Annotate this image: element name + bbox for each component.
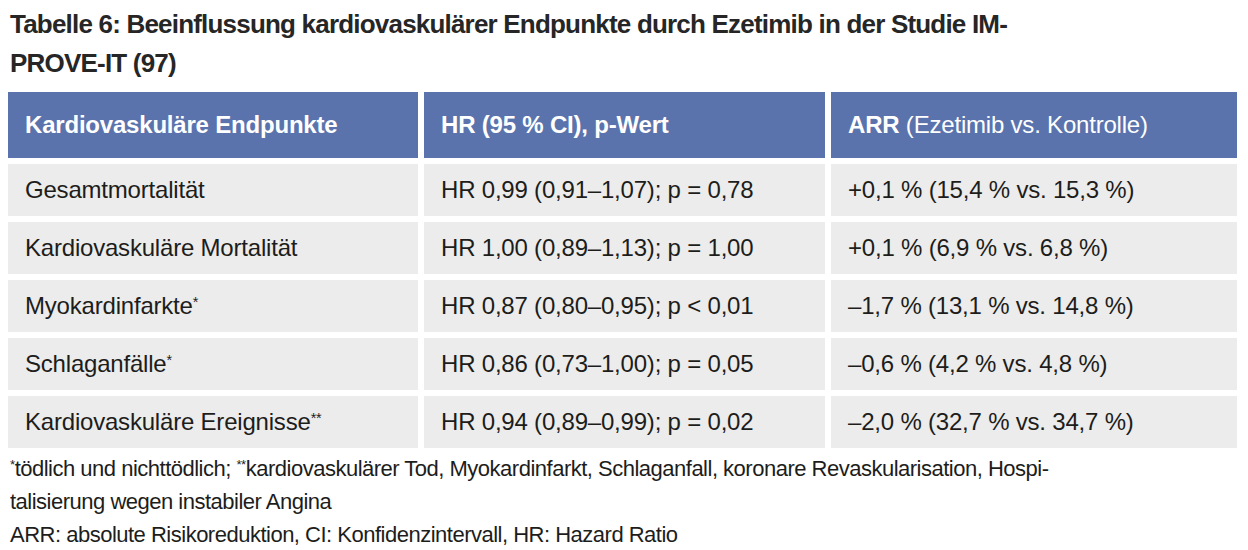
footnote-text-double: kardiovaskulärer Tod, Myokardinfarkt, Sc… bbox=[246, 456, 1049, 481]
hr-value: HR 0,99 (0,91–1,07); p = 0,78 bbox=[441, 176, 753, 204]
column-header-endpoints-label: Kardiovaskuläre Endpunkte bbox=[25, 111, 337, 139]
table-row-hr-cell: HR 0,99 (0,91–1,07); p = 0,78 bbox=[424, 164, 825, 216]
endpoint-label: Myokardinfarkte* bbox=[25, 292, 198, 320]
table-row-hr-cell: HR 0,86 (0,73–1,00); p = 0,05 bbox=[424, 338, 825, 390]
table-row-arr-cell: –1,7 % (13,1 % vs. 14,8 %) bbox=[831, 280, 1237, 332]
document-page: Tabelle 6: Beeinflussung kardiovaskuläre… bbox=[0, 0, 1248, 550]
endpoint-label: Kardiovaskuläre Ereignisse** bbox=[25, 408, 321, 436]
endpoint-label: Schlaganfälle* bbox=[25, 350, 172, 378]
table-row-hr-cell: HR 0,87 (0,80–0,95); p < 0,01 bbox=[424, 280, 825, 332]
table-row-endpoint-cell: Myokardinfarkte* bbox=[8, 280, 418, 332]
endpoint-footnote-marker: ** bbox=[311, 410, 322, 426]
endpoint-footnote-marker: * bbox=[167, 352, 172, 368]
table-caption: Tabelle 6: Beeinflussung kardiovaskuläre… bbox=[10, 5, 1007, 83]
table-row-arr-cell: +0,1 % (6,9 % vs. 6,8 %) bbox=[831, 222, 1237, 274]
column-header-arr-label: ARR (Ezetimib vs. Kontrolle) bbox=[848, 111, 1148, 139]
hr-value: HR 1,00 (0,89–1,13); p = 1,00 bbox=[441, 234, 753, 262]
column-header-hr-label: HR (95 % CI), p-Wert bbox=[441, 111, 669, 139]
endpoint-label: Kardiovaskuläre Mortalität bbox=[25, 234, 297, 262]
table-caption-line2: PROVE-IT (97) bbox=[10, 44, 1007, 83]
column-header-arr-abbrev: ARR bbox=[848, 111, 899, 138]
footnote-continuation: talisierung wegen instabiler Angina bbox=[10, 485, 1049, 518]
arr-value: –0,6 % (4,2 % vs. 4,8 %) bbox=[848, 350, 1107, 378]
table-row-endpoint-cell: Kardiovaskuläre Ereignisse** bbox=[8, 396, 418, 448]
table-row-endpoint-cell: Gesamtmortalität bbox=[8, 164, 418, 216]
table-row-endpoint-cell: Schlaganfälle* bbox=[8, 338, 418, 390]
table-row-hr-cell: HR 1,00 (0,89–1,13); p = 1,00 bbox=[424, 222, 825, 274]
column-header-arr-detail: (Ezetimib vs. Kontrolle) bbox=[899, 111, 1147, 138]
table-row-arr-cell: +0,1 % (15,4 % vs. 15,3 %) bbox=[831, 164, 1237, 216]
table-row-hr-cell: HR 0,94 (0,89–0,99); p = 0,02 bbox=[424, 396, 825, 448]
table-row-endpoint-cell: Kardiovaskuläre Mortalität bbox=[8, 222, 418, 274]
table-row-arr-cell: –2,0 % (32,7 % vs. 34,7 %) bbox=[831, 396, 1237, 448]
arr-value: –2,0 % (32,7 % vs. 34,7 %) bbox=[848, 408, 1134, 436]
arr-value: –1,7 % (13,1 % vs. 14,8 %) bbox=[848, 292, 1134, 320]
endpoint-footnote-marker: * bbox=[193, 294, 198, 310]
footnote-text-single: tödlich und nichttödlich; bbox=[15, 456, 237, 481]
table-caption-line1: Tabelle 6: Beeinflussung kardiovaskuläre… bbox=[10, 5, 1007, 44]
endpoint-label: Gesamtmortalität bbox=[25, 176, 205, 204]
column-header-endpoints: Kardiovaskuläre Endpunkte bbox=[8, 92, 418, 158]
footnote-definitions: *tödlich und nichttödlich; **kardiovasku… bbox=[10, 452, 1049, 485]
table-row-arr-cell: –0,6 % (4,2 % vs. 4,8 %) bbox=[831, 338, 1237, 390]
arr-value: +0,1 % (15,4 % vs. 15,3 %) bbox=[848, 176, 1134, 204]
hr-value: HR 0,87 (0,80–0,95); p < 0,01 bbox=[441, 292, 753, 320]
arr-value: +0,1 % (6,9 % vs. 6,8 %) bbox=[848, 234, 1108, 262]
hr-value: HR 0,86 (0,73–1,00); p = 0,05 bbox=[441, 350, 753, 378]
hr-value: HR 0,94 (0,89–0,99); p = 0,02 bbox=[441, 408, 753, 436]
column-header-arr: ARR (Ezetimib vs. Kontrolle) bbox=[831, 92, 1237, 158]
endpoints-table: Kardiovaskuläre Endpunkte HR (95 % CI), … bbox=[8, 92, 1237, 448]
footnote-abbreviations: ARR: absolute Risikoreduktion, CI: Konfi… bbox=[10, 518, 1049, 550]
footnote-marker-double: ** bbox=[236, 457, 245, 472]
column-header-hr: HR (95 % CI), p-Wert bbox=[424, 92, 825, 158]
table-footnotes: *tödlich und nichttödlich; **kardiovasku… bbox=[10, 452, 1049, 550]
